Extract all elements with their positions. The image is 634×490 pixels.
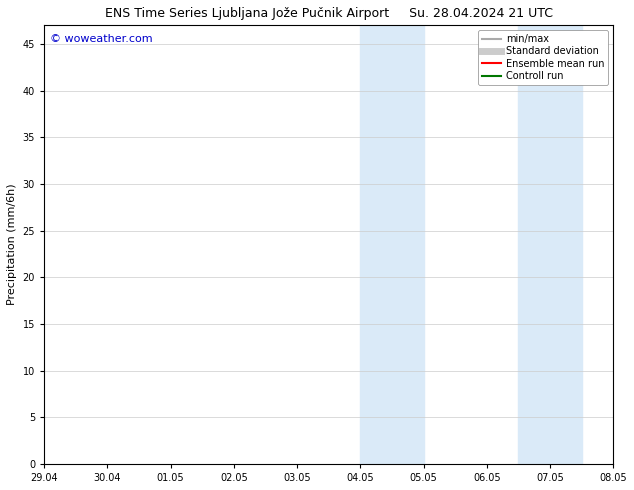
Bar — [392, 25, 424, 464]
Bar — [360, 25, 392, 464]
Text: © woweather.com: © woweather.com — [49, 34, 152, 44]
Bar — [550, 25, 581, 464]
Legend: min/max, Standard deviation, Ensemble mean run, Controll run: min/max, Standard deviation, Ensemble me… — [478, 30, 609, 85]
Title: ENS Time Series Ljubljana Jože Pučnik Airport     Su. 28.04.2024 21 UTC: ENS Time Series Ljubljana Jože Pučnik Ai… — [105, 7, 553, 20]
Bar — [519, 25, 550, 464]
Y-axis label: Precipitation (mm/6h): Precipitation (mm/6h) — [7, 184, 17, 305]
